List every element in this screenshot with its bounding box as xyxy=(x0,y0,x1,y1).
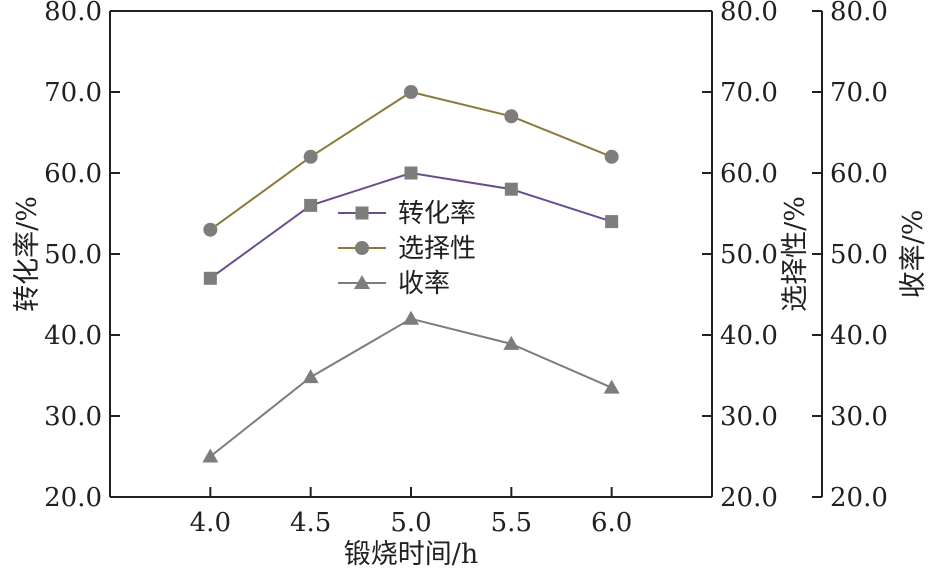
data-point-square xyxy=(304,198,318,212)
x-tick-label: 4.5 xyxy=(290,508,331,538)
data-point-triangle xyxy=(603,379,620,394)
right-y-axis-title: 选择性/% xyxy=(780,196,811,312)
left-y-tick-label: 50.0 xyxy=(44,240,102,270)
legend-marker-square xyxy=(355,206,369,220)
data-point-square xyxy=(203,271,217,285)
left-y-tick-label: 20.0 xyxy=(44,483,102,513)
left-y-tick-label: 60.0 xyxy=(44,159,102,189)
data-point-triangle xyxy=(302,369,319,384)
data-point-triangle xyxy=(403,310,419,325)
right-y-tick-label: 50.0 xyxy=(720,240,778,270)
offset-y-tick-label: 30.0 xyxy=(830,402,888,432)
data-point-triangle xyxy=(503,335,520,350)
x-tick-label: 6.0 xyxy=(591,508,632,538)
legend-label: 选择性 xyxy=(398,234,476,264)
x-axis-title: 锻烧时间/h xyxy=(344,539,479,570)
x-tick-label: 4.0 xyxy=(190,508,231,538)
right-y-tick-label: 40.0 xyxy=(720,321,778,351)
x-tick-label: 5.0 xyxy=(390,508,431,538)
data-point-circle xyxy=(404,85,418,99)
series-line-triangle xyxy=(209,317,613,458)
left-y-tick-label: 70.0 xyxy=(44,78,102,108)
x-tick-label: 5.5 xyxy=(491,508,532,538)
right-y-tick-label: 70.0 xyxy=(720,78,778,108)
offset-y-tick-label: 50.0 xyxy=(830,240,888,270)
data-point-circle xyxy=(504,109,519,124)
right-y-tick-label: 60.0 xyxy=(720,159,778,189)
offset-y-tick-label: 60.0 xyxy=(830,159,888,189)
data-point-circle xyxy=(203,222,218,237)
data-point-square xyxy=(504,182,518,196)
data-point-triangle xyxy=(202,448,219,463)
legend-label: 转化率 xyxy=(398,199,476,229)
data-point-square xyxy=(605,215,619,229)
left-y-tick-label: 40.0 xyxy=(44,321,102,351)
offset-y-tick-label: 40.0 xyxy=(830,321,888,351)
left-y-tick-label: 30.0 xyxy=(44,402,102,432)
data-point-circle xyxy=(303,149,318,164)
left-y-axis-title: 转化率/% xyxy=(12,196,43,312)
right-y-tick-label: 30.0 xyxy=(720,402,778,432)
legend-marker-circle xyxy=(355,241,369,255)
legend-marker-triangle xyxy=(354,275,370,289)
left-y-tick-label: 80.0 xyxy=(44,0,102,27)
data-point-circle xyxy=(604,149,619,164)
offset-y-tick-label: 20.0 xyxy=(830,483,888,513)
data-point-square xyxy=(404,166,418,180)
right-y-tick-label: 20.0 xyxy=(720,483,778,513)
offset-y-tick-label: 70.0 xyxy=(830,78,888,108)
offset-y-axis-title: 收率/% xyxy=(898,210,929,299)
offset-y-tick-label: 80.0 xyxy=(830,0,888,27)
right-y-tick-label: 80.0 xyxy=(720,0,778,27)
legend-label: 收率 xyxy=(398,269,450,299)
